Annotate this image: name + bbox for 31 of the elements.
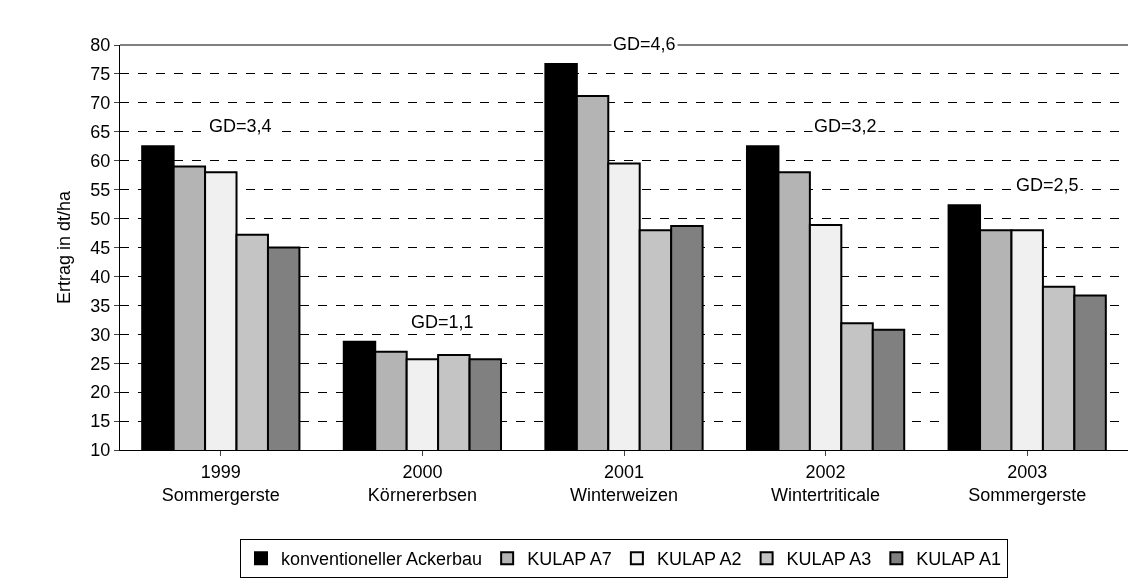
y-tick-label: 80 [90,35,111,56]
legend-label: KULAP A3 [786,549,872,570]
y-tick-label: 10 [90,440,111,461]
y-tick-label: 30 [90,324,111,345]
y-tick-label: 25 [90,353,111,374]
y-axis-title: Ertrag in dt/ha [53,189,74,305]
legend-label: KULAP A7 [527,549,612,570]
y-tick-label: 75 [90,64,111,85]
x-tick-label: 2000 Körnererbsen [367,461,477,505]
y-tick-label: 70 [90,93,111,114]
annotation: GD=3,2 [814,116,877,136]
y-tick-label: 60 [90,151,111,172]
legend-label: KULAP A2 [656,549,742,570]
annotation: GD=2,5 [1016,175,1079,195]
x-tick-label: 2002 Wintertriticale [771,461,881,505]
legend-label: KULAP A1 [916,549,1002,570]
x-tick-label: 2001 Winterweizen [569,461,679,505]
y-tick-label: 45 [90,237,111,258]
y-tick-label: 55 [90,179,111,200]
x-tick-label: 1999 Sommergerste [161,461,280,505]
y-tick-label: 15 [90,411,111,432]
annotation: GD=3,4 [209,116,272,136]
annotation: GD=4,6 [613,34,676,54]
y-tick-label: 35 [90,295,111,316]
annotation: GD=1,1 [411,312,474,332]
y-tick-label: 65 [90,122,111,143]
x-tick-label: 2003 Sommergerste [968,461,1087,505]
legend-label: konventioneller Ackerbau [281,549,483,570]
y-tick-label: 40 [90,266,111,287]
y-tick-label: 20 [90,382,111,403]
y-tick-label: 50 [90,208,111,229]
